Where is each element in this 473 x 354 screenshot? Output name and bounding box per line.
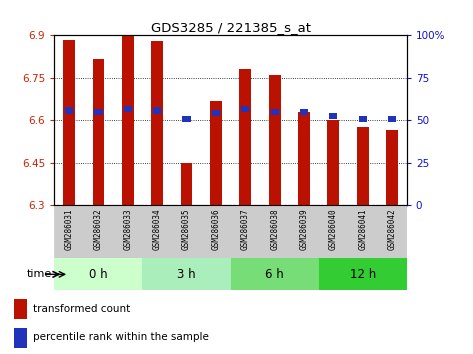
Text: GSM286042: GSM286042	[387, 208, 396, 250]
Text: GSM286037: GSM286037	[241, 208, 250, 250]
Bar	[319, 258, 407, 290]
Bar	[319, 205, 348, 258]
Text: GSM286031: GSM286031	[65, 208, 74, 250]
Bar	[327, 120, 339, 205]
Bar	[239, 69, 251, 205]
Text: 0 h: 0 h	[89, 268, 108, 281]
Bar	[260, 205, 289, 258]
Bar	[201, 205, 230, 258]
Bar	[124, 106, 132, 112]
Bar	[151, 41, 163, 205]
Bar	[122, 35, 134, 205]
Bar	[54, 205, 84, 258]
Text: transformed count: transformed count	[33, 304, 131, 314]
Bar	[94, 109, 103, 115]
Bar	[298, 112, 310, 205]
Bar	[388, 116, 396, 122]
Text: GSM286035: GSM286035	[182, 208, 191, 250]
Bar	[348, 205, 377, 258]
Bar	[142, 258, 230, 290]
Text: time: time	[27, 269, 52, 279]
Bar	[289, 205, 319, 258]
Bar	[142, 205, 172, 258]
Text: 6 h: 6 h	[265, 268, 284, 281]
Text: GSM286036: GSM286036	[211, 208, 220, 250]
Bar	[230, 205, 260, 258]
Bar	[271, 109, 279, 115]
Bar	[54, 258, 142, 290]
Bar	[181, 163, 193, 205]
Bar	[65, 107, 73, 114]
Text: GSM286032: GSM286032	[94, 208, 103, 250]
Text: GSM286040: GSM286040	[329, 208, 338, 250]
Bar	[14, 299, 27, 319]
Bar	[63, 40, 75, 205]
Bar	[183, 116, 191, 122]
Bar	[113, 205, 142, 258]
Bar	[269, 75, 280, 205]
Bar	[359, 116, 367, 122]
Text: GSM286034: GSM286034	[153, 208, 162, 250]
Text: GSM286038: GSM286038	[270, 208, 279, 250]
Bar	[230, 258, 319, 290]
Text: 3 h: 3 h	[177, 268, 196, 281]
Bar	[14, 328, 27, 348]
Bar	[386, 130, 398, 205]
Bar	[241, 106, 249, 112]
Text: percentile rank within the sample: percentile rank within the sample	[33, 332, 209, 342]
Bar	[300, 109, 308, 115]
Bar	[212, 110, 220, 116]
Text: GSM286033: GSM286033	[123, 208, 132, 250]
Bar	[93, 59, 105, 205]
Bar	[210, 101, 222, 205]
Bar	[172, 205, 201, 258]
Bar	[357, 127, 368, 205]
Bar	[84, 205, 113, 258]
Bar	[329, 113, 337, 119]
Title: GDS3285 / 221385_s_at: GDS3285 / 221385_s_at	[150, 21, 311, 34]
Bar	[377, 205, 407, 258]
Text: GSM286041: GSM286041	[358, 208, 367, 250]
Text: GSM286039: GSM286039	[299, 208, 308, 250]
Text: 12 h: 12 h	[350, 268, 376, 281]
Bar	[153, 107, 161, 114]
